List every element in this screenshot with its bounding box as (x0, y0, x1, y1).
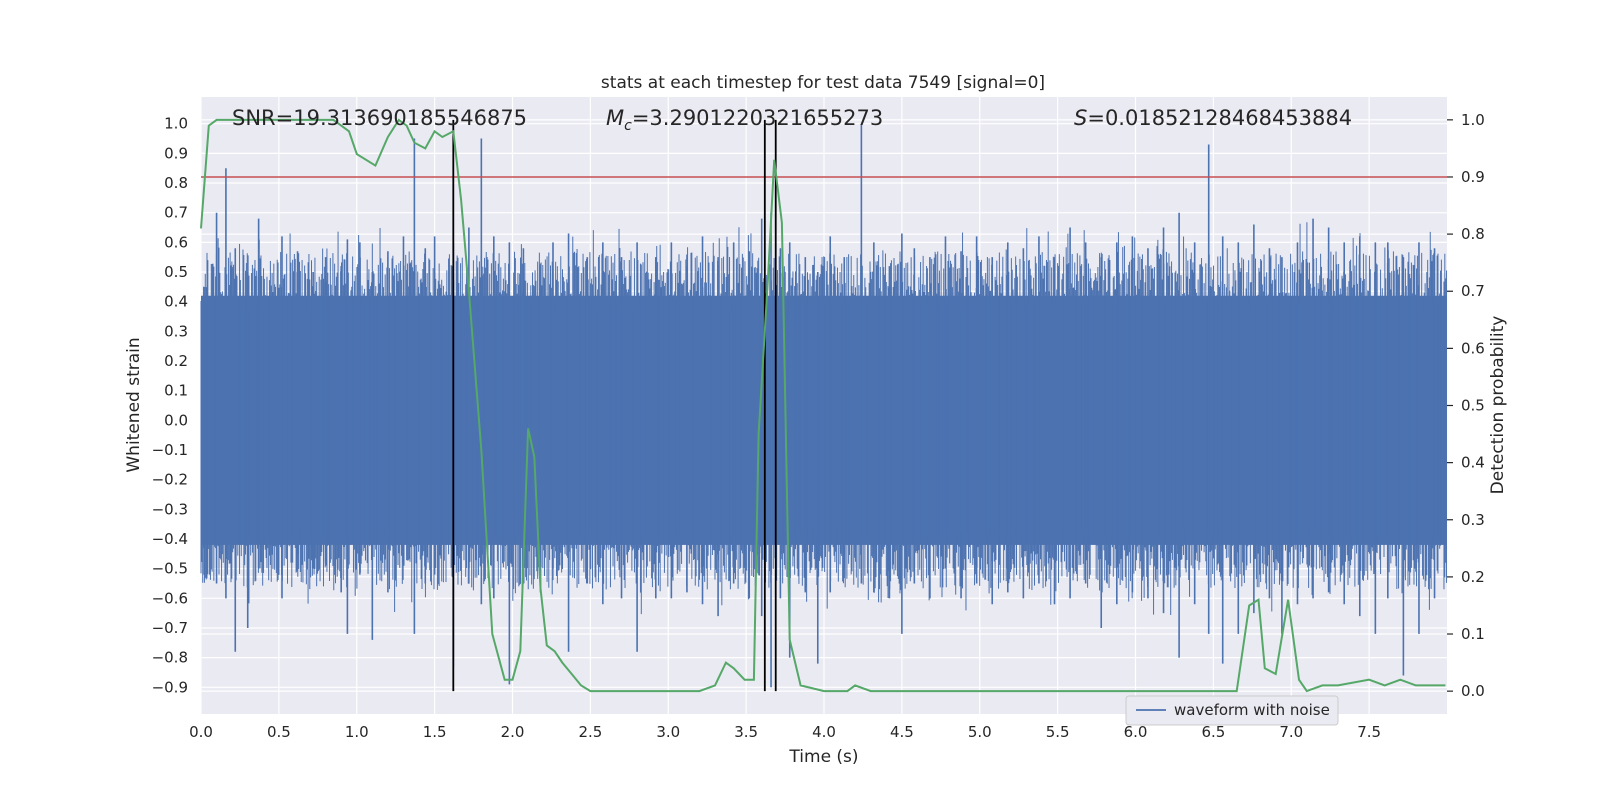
y-tick-label: 0.8 (164, 174, 188, 192)
right-tick-label: 0.9 (1461, 168, 1485, 186)
x-tick-label: 4.0 (812, 723, 836, 741)
annotations: SNR=19.313690185546875 Mc=3.290122032165… (232, 106, 1352, 134)
right-tick-label: 1.0 (1461, 111, 1485, 129)
right-tick-label: 0.6 (1461, 339, 1485, 357)
y-tick-label: 0.0 (164, 411, 188, 429)
x-tick-label: 7.0 (1279, 723, 1303, 741)
y-tick-label: 1.0 (164, 115, 188, 133)
s-value: =0.01852128468453884 (1087, 106, 1352, 130)
y-tick-label: −0.7 (152, 619, 188, 637)
legend-label: waveform with noise (1174, 701, 1330, 719)
x-axis-ticks: 0.0 0.5 1.0 1.5 2.0 2.5 3.0 3.5 4.0 4.5 5.0 5.5 6.0 6… (189, 723, 1381, 741)
right-tick-label: 0.1 (1461, 625, 1485, 643)
waveform-series (200, 123, 1448, 688)
x-tick-label: 6.5 (1201, 723, 1225, 741)
y-tick-label: −0.4 (152, 530, 188, 548)
right-axis-ticks: 0.0 0.1 0.2 0.3 0.4 0.5 0.6 0.7 0.8 0.9 1.0 (1447, 111, 1485, 700)
right-tick-label: 0.4 (1461, 454, 1485, 472)
x-tick-label: 1.5 (423, 723, 447, 741)
y-axis-label: Whitened strain (124, 337, 144, 472)
right-tick-label: 0.0 (1461, 682, 1485, 700)
x-tick-label: 4.5 (890, 723, 914, 741)
legend-box (1125, 695, 1339, 726)
x-tick-label: 2.0 (501, 723, 525, 741)
mc-annotation: Mc=3.2901220321655273 (606, 106, 883, 134)
probability-line (200, 118, 1446, 693)
x-tick-label: 3.5 (734, 723, 758, 741)
right-tick-label: 0.5 (1461, 397, 1485, 415)
x-axis-label: Time (s) (788, 747, 858, 767)
y-tick-label: 0.7 (164, 204, 188, 222)
y-tick-label: −0.1 (152, 441, 188, 459)
y-tick-label: −0.8 (152, 649, 188, 667)
y-tick-label: 0.3 (164, 322, 188, 340)
x-tick-label: 0.5 (267, 723, 291, 741)
y-axis-ticks: −0.9 −0.8 −0.7 −0.6 −0.5 −0.4 −0.3 −0.2 −0.1 0.0 0… (152, 115, 188, 697)
mc-value: =3.2901220321655273 (632, 106, 883, 130)
legend: waveform with noise (1125, 695, 1339, 726)
right-tick-label: 0.8 (1461, 225, 1485, 243)
y-tick-label: −0.9 (152, 678, 188, 696)
chart-title: stats at each timestep for test data 754… (601, 73, 1045, 93)
right-axis-label: Detection probability (1488, 316, 1508, 495)
x-tick-label: 2.5 (578, 723, 602, 741)
y-tick-label: 0.6 (164, 233, 188, 251)
probability-series (200, 118, 1446, 693)
y-tick-label: 0.1 (164, 382, 188, 400)
y-tick-label: −0.2 (152, 471, 188, 489)
x-tick-label: 3.0 (656, 723, 680, 741)
y-tick-label: 0.4 (164, 293, 188, 311)
snr-annotation: SNR=19.313690185546875 (232, 106, 527, 130)
y-tick-label: −0.3 (152, 500, 188, 518)
overlay-lines (201, 119, 1447, 692)
y-tick-label: −0.6 (152, 589, 188, 607)
x-tick-label: 0.0 (189, 723, 213, 741)
x-tick-label: 1.0 (345, 723, 369, 741)
y-tick-label: −0.5 (152, 560, 188, 578)
right-tick-label: 0.7 (1461, 282, 1485, 300)
x-tick-label: 6.0 (1124, 723, 1148, 741)
x-tick-label: 5.5 (1046, 723, 1070, 741)
mc-symbol: M (606, 106, 624, 130)
y-tick-label: 0.2 (164, 352, 188, 370)
y-tick-label: 0.5 (164, 263, 188, 281)
right-tick-label: 0.2 (1461, 568, 1485, 586)
s-symbol: S (1074, 106, 1087, 130)
y-tick-label: 0.9 (164, 144, 188, 162)
x-tick-label: 7.5 (1357, 723, 1381, 741)
right-tick-label: 0.3 (1461, 511, 1485, 529)
s-annotation: S=0.01852128468453884 (1074, 106, 1352, 130)
mc-subscript: c (624, 118, 632, 134)
x-tick-label: 5.0 (968, 723, 992, 741)
